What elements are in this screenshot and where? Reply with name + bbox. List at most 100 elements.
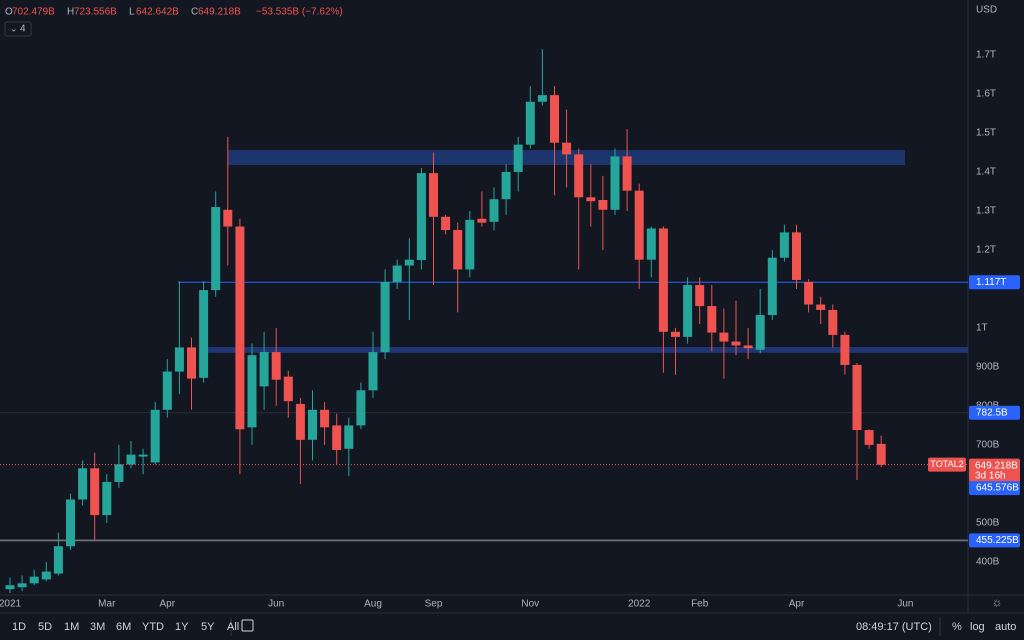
candle-body (574, 154, 584, 198)
candle-body (489, 199, 499, 222)
settings-icon[interactable]: ☼ (992, 595, 1003, 609)
y-tick-label: 400B (976, 556, 1000, 567)
zone (207, 347, 968, 353)
indicator-toggle[interactable] (4, 21, 32, 37)
candle-body (441, 216, 451, 231)
candle-body (271, 352, 281, 380)
candle-body (525, 101, 535, 145)
candle-body (622, 156, 632, 191)
range-button[interactable]: 1M (64, 621, 79, 633)
y-tick-label: 1.7T (976, 50, 996, 61)
candle-body (17, 583, 27, 588)
range-button[interactable]: YTD (142, 621, 164, 633)
x-tick-label: Aug (364, 599, 382, 610)
candle-body (513, 144, 523, 172)
candle-body (671, 331, 680, 337)
x-tick-label: Nov (521, 599, 539, 610)
candle-body (646, 228, 656, 260)
collapse-icon: ⌄ (10, 23, 18, 33)
price-badge-label: 455.225B (976, 535, 1019, 546)
calendar-icon[interactable] (241, 619, 254, 632)
candle-body (174, 347, 184, 372)
candle-body (477, 218, 487, 223)
candle-body (864, 430, 874, 445)
candle-body (610, 156, 620, 210)
candle-body (634, 190, 644, 260)
range-button[interactable]: 5D (38, 621, 52, 633)
legend-value: 642.642B (136, 7, 179, 18)
candle-body (779, 232, 789, 258)
x-tick-label: Apr (160, 599, 176, 610)
candle-body (102, 481, 112, 516)
candle-body (90, 468, 100, 516)
legend-key: H (67, 7, 74, 18)
candle-body (308, 409, 317, 440)
scale-option[interactable]: % (952, 621, 962, 633)
scale-option[interactable]: log (970, 621, 985, 633)
candle-body (550, 95, 559, 143)
range-button[interactable]: 1Y (175, 621, 189, 633)
price-badge-label: 1.117T (976, 277, 1006, 288)
x-tick-label: Feb (691, 599, 709, 610)
candle-body (792, 232, 801, 280)
legend-key: L (129, 7, 135, 18)
currency: USD (976, 5, 997, 16)
range-button[interactable]: 3M (90, 621, 105, 633)
x-tick-label: Jun (897, 599, 913, 610)
legend-key: C (191, 7, 198, 18)
y-tick-label: 500B (976, 518, 1000, 529)
candle-body (162, 371, 172, 410)
legend-value: 702.479B (12, 7, 55, 18)
candle-body (828, 309, 838, 335)
candle-body (852, 364, 862, 431)
candle-body (223, 209, 233, 227)
legend-key: O (5, 7, 13, 18)
candle-body (731, 341, 741, 346)
range-button[interactable]: 1D (12, 621, 26, 633)
x-tick-label: Sep (425, 599, 443, 610)
indicator-count: 4 (20, 24, 26, 35)
y-tick-label: 1.4T (976, 167, 996, 178)
candle-body (41, 571, 51, 580)
y-tick-label: 1T (976, 323, 988, 334)
legend-change: −53.535B (−7.62%) (256, 7, 343, 18)
candle-body (187, 347, 196, 379)
price-badge-label: 645.576B (976, 483, 1019, 494)
range-button[interactable]: All (227, 621, 239, 633)
y-tick-label: 700B (976, 440, 1000, 451)
x-tick-label: Apr (789, 599, 805, 610)
x-tick-label: Mar (98, 599, 116, 610)
candle-body (332, 425, 342, 450)
range-button[interactable]: 5Y (201, 621, 215, 633)
candle-body (683, 285, 693, 337)
last-price-label: 649.218B (975, 460, 1018, 471)
last-price-badge (969, 458, 1020, 483)
symbol-badge (928, 457, 966, 472)
candle-body (53, 546, 63, 574)
symbol-label: TOTAL2 (930, 459, 963, 469)
candle-body (743, 345, 753, 349)
candle-body (404, 259, 414, 266)
candle-body (199, 290, 209, 378)
candle-body (211, 207, 221, 291)
toolbar: 1D 5D 1M 3M 6M YTD 1Y 5Y All 08:49:17 (UTC)% log au… (12, 618, 1016, 636)
price-badge (969, 533, 1020, 548)
candle-body (66, 499, 75, 547)
candle-body (416, 173, 426, 261)
candle-body (356, 390, 366, 426)
candle-body (259, 352, 269, 387)
candle-body (320, 409, 330, 428)
candle-body (598, 200, 608, 210)
candle-body (138, 454, 148, 457)
scale-option[interactable]: auto (995, 621, 1016, 633)
candle-body (380, 281, 390, 353)
range-button[interactable]: 6M (116, 621, 131, 633)
candle-body (150, 409, 160, 463)
plot (0, 49, 968, 594)
candle-body (114, 464, 124, 482)
y-tick-label: 1.2T (976, 245, 996, 256)
candle-body (283, 376, 293, 402)
candle-body (537, 95, 547, 102)
